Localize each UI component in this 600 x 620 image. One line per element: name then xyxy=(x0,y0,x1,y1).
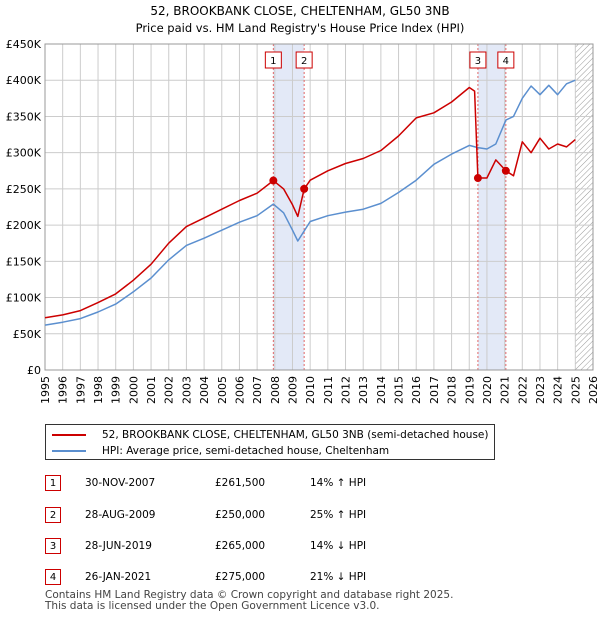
plot-border xyxy=(44,43,594,371)
y-tick-label: £450K xyxy=(6,38,42,51)
y-tick-label: £200K xyxy=(6,219,42,232)
x-tick-label: 2010 xyxy=(304,376,317,404)
x-tick-label: 2004 xyxy=(198,376,211,404)
sale-row-1: 1 30-NOV-2007 £261,500 14% ↑ HPI xyxy=(45,475,465,495)
sale-badge: 3 xyxy=(45,538,61,554)
x-tick-label: 2003 xyxy=(180,376,193,404)
sale-price: £261,500 xyxy=(215,477,266,489)
x-tick-label: 2008 xyxy=(269,376,282,404)
x-tick-label: 2002 xyxy=(163,376,176,404)
sale-price: £265,000 xyxy=(215,540,266,552)
shaded-period-1 xyxy=(273,44,305,370)
legend-item-property: 52, BROOKBANK CLOSE, CHELTENHAM, GL50 3N… xyxy=(52,427,489,443)
property-price-line xyxy=(44,86,576,319)
chart-title: 52, BROOKBANK CLOSE, CHELTENHAM, GL50 3N… xyxy=(150,4,449,18)
x-tick-label: 1999 xyxy=(110,376,123,404)
x-tick-label: 2026 xyxy=(587,376,600,404)
sale-hpi-change: 14% ↓ HPI xyxy=(310,540,367,552)
legend-label-hpi: HPI: Average price, semi-detached house,… xyxy=(102,445,390,457)
x-tick-label: 2017 xyxy=(428,376,441,404)
x-tick-label: 2001 xyxy=(145,376,158,404)
y-tick-label: £400K xyxy=(6,74,42,87)
x-tick-label: 2015 xyxy=(393,376,406,404)
x-tick-label: 2009 xyxy=(286,376,299,404)
x-tick-label: 2025 xyxy=(569,376,582,404)
legend-swatch-hpi xyxy=(52,450,86,452)
x-tick-label: 2006 xyxy=(233,376,246,404)
sale-marker-box-2 xyxy=(295,51,313,69)
chart-subtitle: Price paid vs. HM Land Registry's House … xyxy=(136,21,465,35)
y-tick-label: £300K xyxy=(6,147,42,160)
sale-point-3 xyxy=(473,174,482,183)
x-tick-label: 2021 xyxy=(499,376,512,404)
x-tick-label: 2022 xyxy=(516,376,529,404)
x-tick-label: 2013 xyxy=(357,376,370,404)
footer-notice: Contains HM Land Registry data © Crown c… xyxy=(45,590,453,612)
x-tick-label: 2005 xyxy=(216,376,229,404)
sale-marker-label-1: 1 xyxy=(270,56,276,67)
hpi-line xyxy=(44,79,576,326)
chart-legend: 52, BROOKBANK CLOSE, CHELTENHAM, GL50 3N… xyxy=(45,424,495,460)
y-tick-label: £100K xyxy=(6,292,42,305)
sale-marker-box-3 xyxy=(469,51,487,69)
x-tick-label: 2024 xyxy=(552,376,565,404)
sale-date: 30-NOV-2007 xyxy=(85,477,156,489)
y-tick-label: £150K xyxy=(6,255,42,268)
sale-date: 28-JUN-2019 xyxy=(85,540,152,552)
sale-date: 28-AUG-2009 xyxy=(85,509,156,521)
x-tick-label: 1998 xyxy=(92,376,105,404)
y-tick-label: £350K xyxy=(6,110,42,123)
sale-point-2 xyxy=(300,184,309,193)
x-tick-label: 2000 xyxy=(127,376,140,404)
sale-row-4: 4 26-JAN-2021 £275,000 21% ↓ HPI xyxy=(45,569,465,589)
x-tick-label: 2007 xyxy=(251,376,264,404)
sale-hpi-change: 25% ↑ HPI xyxy=(310,509,367,521)
legend-item-hpi: HPI: Average price, semi-detached house,… xyxy=(52,443,389,459)
sale-row-2: 2 28-AUG-2009 £250,000 25% ↑ HPI xyxy=(45,507,465,527)
sale-marker-label-3: 3 xyxy=(475,56,481,67)
x-tick-label: 2023 xyxy=(534,376,547,404)
forecast-hatch xyxy=(575,44,593,370)
x-tick-label: 2012 xyxy=(340,376,353,404)
sale-hpi-change: 14% ↑ HPI xyxy=(310,477,367,489)
y-tick-label: £50K xyxy=(13,328,42,341)
sale-point-4 xyxy=(501,166,510,175)
y-tick-label: £0 xyxy=(27,364,41,377)
sale-badge: 2 xyxy=(45,507,61,523)
footer-licence: This data is licensed under the Open Gov… xyxy=(45,600,380,612)
sale-marker-box-4 xyxy=(497,51,515,69)
sale-hpi-change: 21% ↓ HPI xyxy=(310,571,367,583)
sale-marker-label-2: 2 xyxy=(301,56,307,67)
legend-swatch-property xyxy=(52,434,86,436)
x-tick-label: 1997 xyxy=(74,376,87,404)
sale-date: 26-JAN-2021 xyxy=(85,571,152,583)
shaded-period-2 xyxy=(477,44,506,370)
sale-row-3: 3 28-JUN-2019 £265,000 14% ↓ HPI xyxy=(45,538,465,558)
x-tick-label: 2018 xyxy=(446,376,459,404)
footer-copyright: Contains HM Land Registry data © Crown c… xyxy=(45,589,454,601)
price-chart: 52, BROOKBANK CLOSE, CHELTENHAM, GL50 3N… xyxy=(6,4,600,404)
y-tick-label: £250K xyxy=(6,183,42,196)
sale-badge: 1 xyxy=(45,475,61,491)
legend-label-property: 52, BROOKBANK CLOSE, CHELTENHAM, GL50 3N… xyxy=(102,429,489,441)
x-tick-label: 1996 xyxy=(57,376,70,404)
x-tick-label: 2020 xyxy=(481,376,494,404)
sale-badge: 4 xyxy=(45,569,61,585)
x-tick-label: 2016 xyxy=(410,376,423,404)
x-tick-label: 2014 xyxy=(375,376,388,404)
sale-point-1 xyxy=(269,176,278,185)
sale-marker-box-1 xyxy=(264,51,282,69)
x-tick-label: 2019 xyxy=(463,376,476,404)
sale-price: £275,000 xyxy=(215,571,266,583)
x-tick-label: 2011 xyxy=(322,376,335,404)
plot-area xyxy=(45,44,593,370)
x-tick-label: 1995 xyxy=(39,376,52,404)
sale-price: £250,000 xyxy=(215,509,266,521)
sale-marker-label-4: 4 xyxy=(503,56,509,67)
